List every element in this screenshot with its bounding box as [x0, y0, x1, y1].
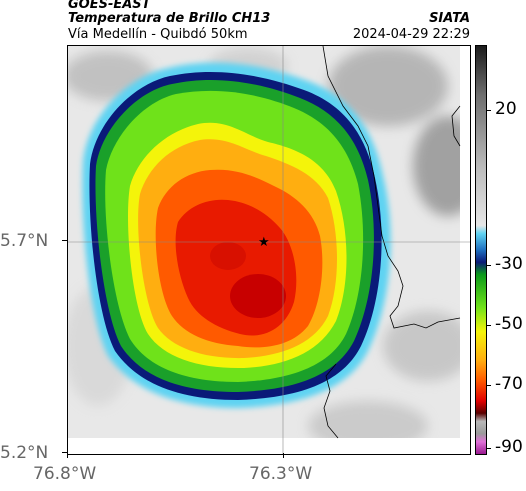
colorbar-tick-label: 20: [495, 99, 517, 119]
coastline: [322, 46, 461, 329]
colorbar-tick-label: -70: [495, 374, 523, 394]
x-tick-label: 76.3°W: [249, 464, 313, 484]
region-subtitle: Vía Medellín - Quibdó 50km: [68, 27, 248, 42]
colorbar-tick-label: -90: [495, 437, 523, 457]
agency-label: SIATA: [429, 11, 470, 26]
y-tick-label: 5.2°N: [0, 443, 49, 463]
storm-cloud: [82, 62, 391, 409]
product-title: Temperatura de Brillo CH13: [68, 11, 271, 26]
map-panel[interactable]: ★: [67, 45, 471, 455]
brightness-temperature-map: ★: [68, 46, 470, 454]
colorbar: [475, 45, 487, 455]
datetime-label: 2024-04-29 22:29: [352, 27, 470, 42]
satellite-title: GOES-EAST: [68, 0, 151, 12]
colorbar-tick-label: -30: [495, 254, 523, 274]
colorbar-tick-label: -50: [495, 314, 523, 334]
y-tick-label: 5.7°N: [0, 231, 49, 251]
location-star-icon: ★: [258, 235, 270, 250]
x-tick-label: 76.8°W: [33, 464, 97, 484]
